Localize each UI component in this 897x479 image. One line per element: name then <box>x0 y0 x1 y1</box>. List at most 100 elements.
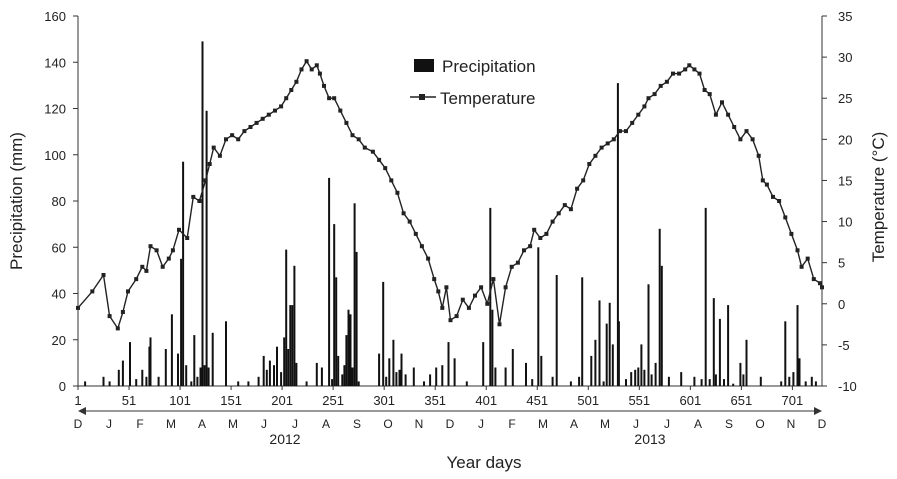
temperature-point <box>811 277 816 282</box>
precipitation-bar <box>482 342 485 386</box>
precipitation-bar <box>537 247 540 387</box>
temperature-point <box>426 256 431 261</box>
temperature-point <box>185 236 190 240</box>
temperature-point <box>197 199 202 203</box>
precipitation-bar <box>708 379 711 386</box>
month-label: D <box>74 417 83 431</box>
temperature-point <box>134 277 139 282</box>
precipitation-bar <box>273 365 275 386</box>
temperature-point <box>304 59 309 64</box>
right-axis-ticks: -10 -5 0 5 10 15 20 25 30 35 <box>822 9 857 394</box>
temperature-point <box>652 92 657 97</box>
precipitation-bar <box>182 161 185 386</box>
precipitation-bar <box>608 302 611 387</box>
temperature-point <box>217 153 222 158</box>
precipitation-bar <box>723 379 725 386</box>
temperature-point <box>664 79 669 84</box>
left-tick-label: 80 <box>52 194 66 209</box>
temperature-point <box>756 153 761 158</box>
left-tick-label: 140 <box>44 55 66 70</box>
precipitation-bar <box>745 339 748 387</box>
temperature-point <box>327 96 332 101</box>
precipitation-bar <box>305 381 308 386</box>
temperature-point <box>671 71 675 76</box>
precipitation-bar <box>810 376 813 387</box>
precipitation-bar <box>180 258 183 386</box>
temperature-point <box>436 289 441 294</box>
precipitation-bar <box>792 372 795 386</box>
legend-temperature-label: Temperature <box>440 89 535 108</box>
precipitation-bar <box>102 376 105 387</box>
temperature-point <box>532 227 537 232</box>
precipitation-bar <box>643 369 646 386</box>
temperature-point <box>230 133 235 138</box>
temperature-point <box>587 162 592 166</box>
temperature-point <box>309 67 314 72</box>
month-label: A <box>570 417 578 431</box>
precipitation-bar <box>190 381 193 386</box>
temperature-point <box>789 231 794 236</box>
left-tick-label: 160 <box>44 9 66 24</box>
temperature-point <box>692 67 697 72</box>
precipitation-bar <box>287 349 290 386</box>
temperature-point <box>702 88 707 92</box>
temperature-point <box>177 227 181 232</box>
precipitation-bar <box>145 376 148 387</box>
precipitation-bar <box>341 374 344 386</box>
precipitation-bar <box>693 376 696 387</box>
temperature-point <box>687 63 692 68</box>
precipitation-bar <box>465 381 468 386</box>
temperature-point <box>720 100 724 105</box>
precipitation-bar <box>201 41 204 387</box>
temperature-point <box>254 120 259 125</box>
temperature-line <box>76 59 824 331</box>
precipitation-bar <box>211 332 214 386</box>
month-label: J <box>478 417 484 431</box>
x-tick-label: 101 <box>169 393 191 408</box>
precipitation-bar <box>634 369 637 386</box>
temperature-point <box>713 112 718 117</box>
temperature-point <box>432 277 437 282</box>
right-tick-label: 35 <box>838 9 852 24</box>
temperature-point <box>509 264 514 269</box>
precipitation-bar <box>680 372 683 386</box>
temperature-point <box>466 305 471 310</box>
temperature-point <box>294 79 299 84</box>
left-tick-label: 20 <box>52 333 66 348</box>
precipitation-bar <box>395 372 398 386</box>
temperature-point <box>76 305 80 310</box>
temperature-point <box>140 264 145 269</box>
precipitation-bar <box>423 381 425 386</box>
precipitation-bar <box>555 275 558 386</box>
right-tick-label: 0 <box>838 297 845 312</box>
precipitation-bar <box>193 335 196 386</box>
precipitation-bar <box>247 381 250 386</box>
month-label: O <box>383 417 392 431</box>
legend: Precipitation Temperature <box>410 57 536 108</box>
precipitation-bar <box>382 281 385 386</box>
precipitation-bar <box>262 355 265 386</box>
precipitation-bar <box>121 360 124 386</box>
precipitation-bar <box>598 300 601 386</box>
temperature-point <box>401 211 406 216</box>
legend-precipitation-swatch <box>414 59 434 72</box>
month-label: D <box>818 417 827 431</box>
temperature-point <box>101 273 106 277</box>
temperature-point <box>473 293 477 298</box>
temperature-point <box>799 264 804 269</box>
precipitation-bar <box>804 381 807 386</box>
x-tick-label: 151 <box>220 393 242 408</box>
precipitation-bar <box>441 365 444 386</box>
temperature-point <box>107 314 112 319</box>
precipitation-bar <box>491 309 494 386</box>
legend-temperature-marker <box>419 94 425 100</box>
temperature-point <box>383 166 388 171</box>
precipitation-bar <box>727 305 730 386</box>
temperature-point <box>203 178 208 183</box>
right-tick-label: 15 <box>838 173 852 188</box>
month-label: F <box>508 417 515 431</box>
precipitation-bar <box>129 342 131 386</box>
temperature-point <box>413 231 418 236</box>
precipitation-bar <box>798 358 801 387</box>
temperature-point <box>805 256 810 261</box>
